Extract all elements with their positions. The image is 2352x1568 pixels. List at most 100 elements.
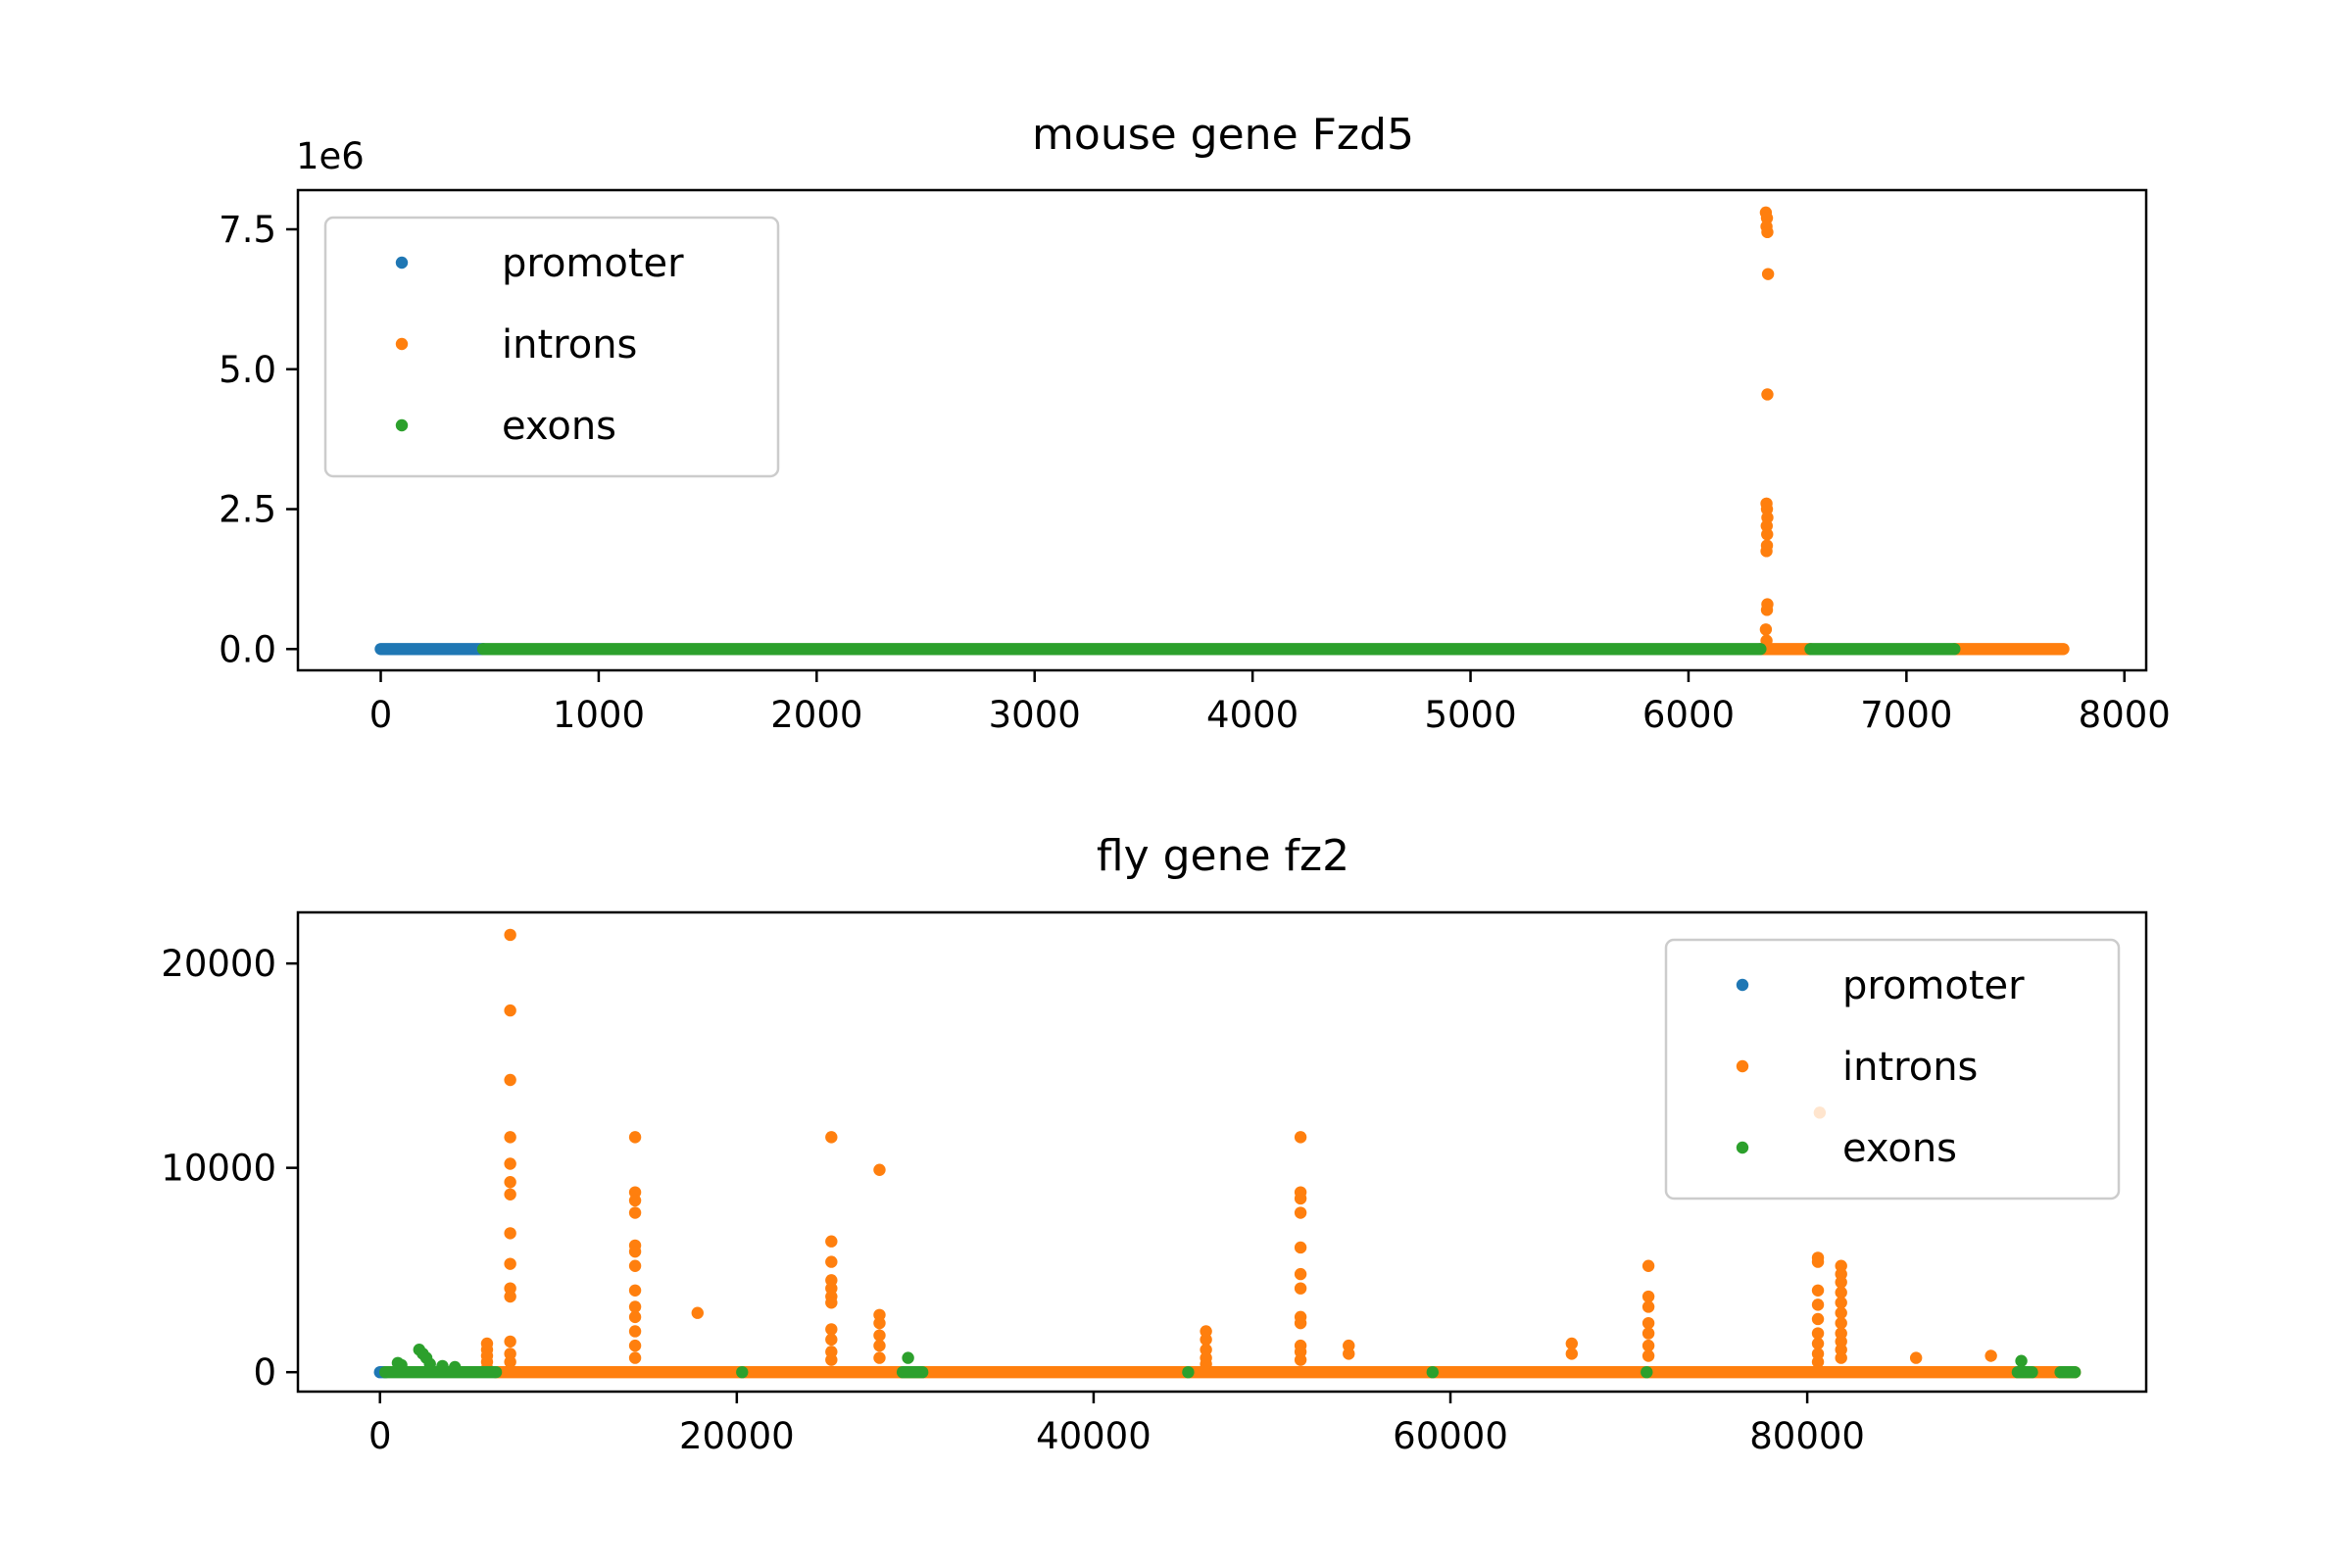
introns-point: [1760, 634, 1773, 647]
introns-point: [825, 1131, 838, 1144]
introns-point: [873, 1316, 886, 1330]
legend-label-promoter: promoter: [502, 241, 684, 286]
axes-frame: [296, 910, 2148, 1394]
y-axis: 0 10000 20000: [161, 943, 298, 1394]
exons-point: [436, 1359, 449, 1373]
introns-point: [628, 1259, 642, 1272]
introns-point: [1294, 1206, 1307, 1219]
introns-point: [1759, 623, 1773, 636]
legend-marker-promoter: [1736, 978, 1749, 992]
series-exons: [379, 1344, 2082, 1379]
introns-point: [628, 1131, 642, 1144]
legend-frame: [1664, 938, 2121, 1200]
introns-point: [628, 1310, 642, 1324]
chart-mouse-fzd5: mouse gene Fzd5 1e6 0 1000 2000 3000 4000 500…: [219, 110, 2171, 736]
introns-point: [691, 1306, 704, 1319]
promoter-point-band: [374, 643, 490, 656]
introns-point: [1811, 1355, 1825, 1368]
x-tick-label: 5000: [1424, 694, 1516, 736]
introns-point: [1642, 1327, 1655, 1340]
introns-point: [1642, 1316, 1655, 1330]
introns-point: [1642, 1339, 1655, 1352]
introns-point: [1294, 1353, 1307, 1366]
exons-point-band: [2054, 1365, 2082, 1379]
legend: promoter introns exons: [323, 216, 780, 478]
introns-point: [1294, 1192, 1307, 1205]
exons-point: [1641, 1365, 1653, 1379]
introns-point: [1761, 268, 1775, 280]
introns-point: [1835, 1306, 1847, 1319]
introns-point: [1835, 1286, 1847, 1299]
introns-point: [1761, 388, 1774, 401]
introns-point: [1909, 1351, 1923, 1364]
introns-point: [628, 1284, 642, 1297]
introns-point: [873, 1163, 886, 1176]
introns-point: [1835, 1276, 1847, 1289]
introns-point: [825, 1235, 838, 1248]
introns-point: [1642, 1349, 1655, 1362]
introns-point: [1811, 1255, 1825, 1268]
y-tick-label: 0: [253, 1351, 276, 1394]
introns-point: [1761, 225, 1774, 239]
introns-point: [1835, 1297, 1847, 1309]
introns-point: [825, 1297, 838, 1309]
x-tick-label: 6000: [1642, 694, 1735, 736]
legend-marker-exons: [395, 418, 409, 432]
exons-point: [395, 1358, 408, 1372]
legend-frame: [323, 216, 780, 478]
exons-point-band: [2011, 1365, 2038, 1379]
introns-point: [1835, 1316, 1847, 1330]
introns-point: [1294, 1267, 1307, 1281]
chart-title: fly gene fz2: [1097, 831, 1349, 881]
y-axis: 0.0 2.5 5.0 7.5: [219, 209, 298, 670]
introns-point: [504, 1176, 516, 1189]
introns-point: [1984, 1349, 1997, 1362]
exons-point-band: [896, 1365, 929, 1379]
exons-point: [1182, 1365, 1195, 1379]
x-tick-label: 20000: [679, 1415, 795, 1457]
introns-point: [504, 1004, 516, 1017]
exons-point-band: [476, 643, 1767, 656]
legend-marker-introns: [395, 337, 409, 351]
introns-point: [1642, 1290, 1655, 1303]
exons-point: [902, 1351, 914, 1364]
y-tick-label: 0.0: [219, 628, 276, 670]
chart-title: mouse gene Fzd5: [1032, 110, 1414, 160]
introns-point: [504, 1157, 516, 1170]
introns-point: [504, 1355, 516, 1368]
introns-point: [628, 1245, 642, 1258]
introns-point: [1565, 1348, 1579, 1360]
introns-point: [873, 1351, 886, 1364]
exons-point: [449, 1360, 462, 1374]
legend-label-promoter: promoter: [1842, 963, 2025, 1008]
series-promoter: [374, 643, 490, 656]
introns-point: [1761, 528, 1774, 541]
x-tick-label: 7000: [1860, 694, 1952, 736]
introns-point: [504, 1131, 516, 1144]
introns-point: [873, 1329, 886, 1342]
introns-point-band: [1948, 643, 2070, 656]
x-tick-label: 0: [368, 1415, 392, 1457]
chart-fly-fz2: fly gene fz2 0 20000 40000 60000 80000 0 1000…: [161, 831, 2148, 1457]
y-tick-label: 20000: [161, 943, 276, 985]
exons-point: [423, 1357, 436, 1371]
introns-point: [873, 1339, 886, 1352]
x-tick-label: 8000: [2079, 694, 2171, 736]
x-tick-label: 4000: [1206, 694, 1298, 736]
introns-point: [1811, 1298, 1825, 1311]
series-exons: [476, 643, 1961, 656]
y-tick-label: 2.5: [219, 489, 276, 531]
introns-point: [1760, 604, 1774, 616]
series-introns: [480, 928, 2082, 1379]
x-tick-label: 80000: [1749, 1415, 1865, 1457]
exons-point: [1426, 1365, 1440, 1379]
introns-point: [1565, 1337, 1579, 1350]
x-tick-label: 60000: [1393, 1415, 1508, 1457]
introns-point: [1294, 1131, 1307, 1144]
y-offset-label: 1e6: [296, 135, 365, 177]
introns-point: [504, 1073, 516, 1087]
introns-point: [1642, 1259, 1655, 1272]
introns-point: [628, 1206, 642, 1219]
introns-point: [504, 1227, 516, 1240]
